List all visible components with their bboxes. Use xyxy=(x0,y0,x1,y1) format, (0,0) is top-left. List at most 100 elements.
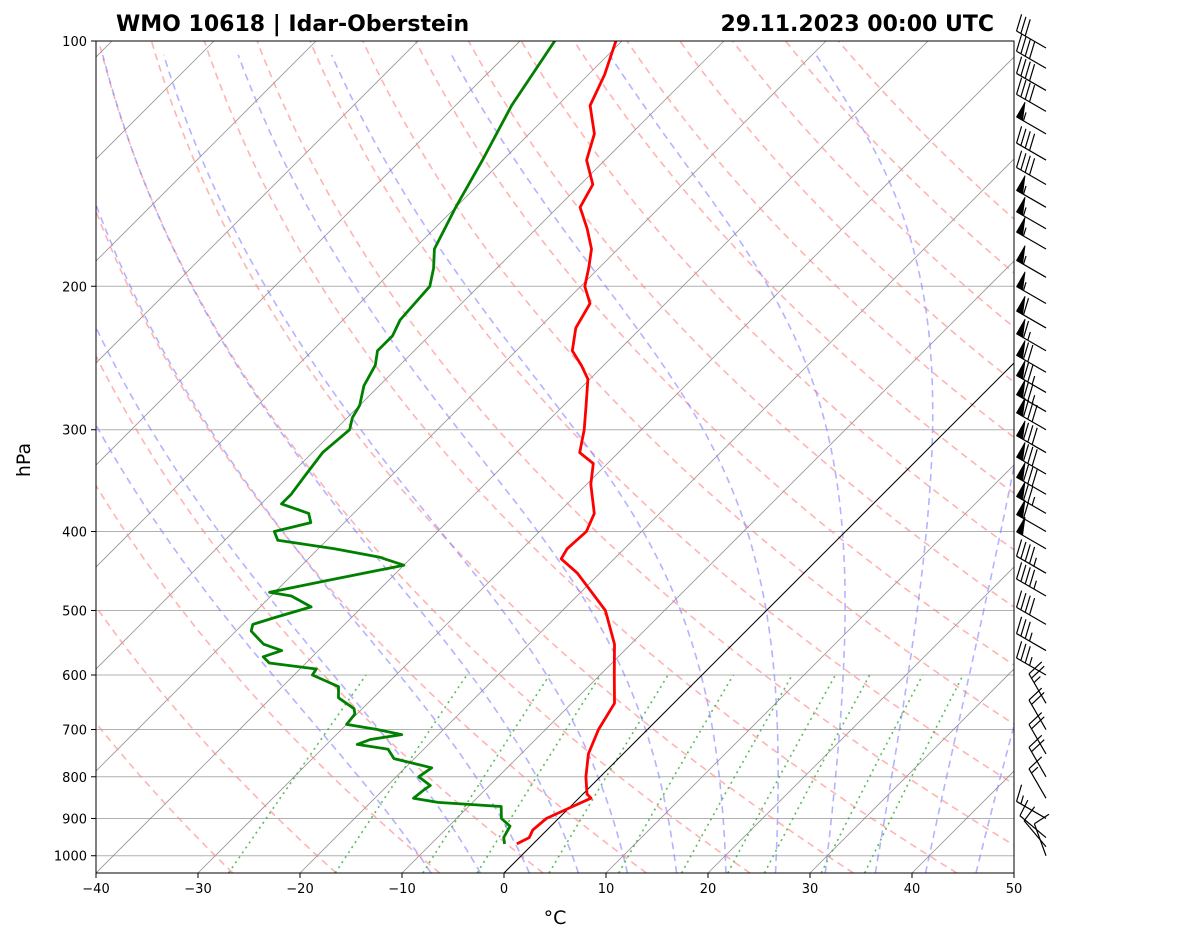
wind-barb-full xyxy=(1027,365,1034,383)
wind-barb-flag xyxy=(1016,462,1026,482)
y-tick-label: 100 xyxy=(62,35,87,50)
mixing-ratio-line xyxy=(820,674,924,873)
wind-barb-full xyxy=(1015,34,1023,52)
y-tick-label: 900 xyxy=(62,812,87,827)
wind-barb-full xyxy=(1022,422,1030,440)
wind-barb xyxy=(1016,379,1047,413)
wind-barb xyxy=(1016,360,1047,393)
wind-barb-full xyxy=(1028,84,1036,103)
wind-barb xyxy=(1015,34,1047,69)
wind-barb xyxy=(1015,126,1047,161)
y-tick-label: 1000 xyxy=(54,850,87,865)
mixing-ratio-line xyxy=(618,674,735,873)
wind-barb-full xyxy=(1022,342,1030,360)
wind-barb-full xyxy=(1027,344,1034,362)
isotherm-line xyxy=(401,260,1014,873)
wind-barb-full xyxy=(1024,567,1031,585)
wind-barb xyxy=(1016,101,1047,135)
wind-barb-full xyxy=(1020,153,1027,171)
wind-barb-full xyxy=(1028,41,1036,59)
wind-barb-full xyxy=(1022,444,1030,462)
wind-barb-full xyxy=(1031,739,1045,753)
isotherm-line xyxy=(197,56,1014,873)
wind-barb-full xyxy=(1031,449,1038,467)
wind-barb-full xyxy=(1015,616,1023,634)
wind-barb xyxy=(1016,516,1047,550)
dry-adiabat-line xyxy=(150,41,854,873)
wind-barb-flag xyxy=(1016,196,1026,216)
wind-barb-full xyxy=(1020,541,1027,559)
wind-barb-half xyxy=(1031,496,1036,506)
wind-barb-full xyxy=(1024,39,1031,57)
wind-barb xyxy=(1028,734,1047,778)
wind-barb-full xyxy=(1027,402,1034,420)
wind-barb-full xyxy=(1028,661,1043,675)
wind-barb-full xyxy=(1031,404,1038,422)
wind-barb xyxy=(1016,245,1047,278)
wind-barb xyxy=(1015,77,1047,112)
wind-barb-full xyxy=(1015,126,1023,144)
wind-barb-flag xyxy=(1016,397,1026,417)
y-tick-label: 200 xyxy=(62,280,87,295)
wind-barb-staff xyxy=(1016,72,1047,91)
wind-barb-full xyxy=(1034,813,1050,825)
mixing-ratio-line xyxy=(680,674,793,873)
wind-barb-full xyxy=(1015,641,1023,659)
background-lines xyxy=(96,41,1014,873)
wind-barb-full xyxy=(1015,56,1023,74)
wind-barb-full xyxy=(1028,158,1036,176)
sounding-profiles xyxy=(249,41,618,846)
dewpoint-profile-line xyxy=(249,41,556,845)
wind-barb-full xyxy=(1020,592,1027,611)
wind-barb-full xyxy=(1028,756,1043,770)
wind-barb-full xyxy=(1031,469,1038,487)
wind-barb-flag xyxy=(1016,442,1026,462)
y-tick-label: 800 xyxy=(62,771,87,786)
wind-barb-full xyxy=(1015,14,1023,32)
dry-adiabat-line xyxy=(96,208,647,873)
dry-adiabat-line xyxy=(679,41,1014,384)
wind-barb-staff xyxy=(1016,30,1047,49)
wind-barb-staff xyxy=(1016,142,1047,161)
wind-barb-full xyxy=(1028,734,1043,748)
x-tick-label: 0 xyxy=(500,882,508,897)
wind-barb-half xyxy=(1028,632,1033,642)
x-tick-label: 40 xyxy=(904,882,921,897)
mixing-ratio-line xyxy=(727,674,837,873)
y-tick-label: 600 xyxy=(62,669,87,684)
x-axis-ticks: −40 −30 −20 −10 0 10 20 30 40 50 xyxy=(82,873,1022,897)
wind-barb-full xyxy=(1031,665,1045,679)
wind-barb-flag xyxy=(1016,420,1026,440)
wind-barb-full xyxy=(1031,427,1038,445)
wind-barb-full xyxy=(1015,590,1023,608)
moist-adiabat-line xyxy=(608,54,846,873)
wind-barb-flag xyxy=(1016,499,1026,519)
wind-barb-full xyxy=(1019,799,1029,817)
wind-barb-full xyxy=(1031,716,1045,730)
wind-barb-full xyxy=(1023,806,1036,822)
chart-title-left: WMO 10618 | Idar-Oberstein xyxy=(116,12,469,37)
x-tick-label: 30 xyxy=(802,882,819,897)
wind-barb-full xyxy=(1024,19,1031,37)
wind-barb xyxy=(1015,641,1047,676)
wind-barb-full xyxy=(1028,64,1036,82)
wind-barb-full xyxy=(1027,384,1034,402)
wind-barb-full xyxy=(1024,544,1031,562)
zero-isotherm-line xyxy=(503,362,1014,873)
wind-barb-half xyxy=(1027,331,1031,341)
wind-barb-staff xyxy=(1016,657,1047,676)
wind-barb xyxy=(1016,296,1047,329)
y-tick-label: 500 xyxy=(62,604,87,619)
wind-barb xyxy=(1015,150,1047,185)
wind-barb-half xyxy=(1022,207,1027,216)
wind-barb xyxy=(1028,687,1047,730)
wind-barb-staff xyxy=(1028,699,1047,730)
wind-barb-full xyxy=(1024,155,1031,173)
mixing-ratio-line xyxy=(334,674,468,873)
moist-adiabat-line xyxy=(96,202,531,873)
wind-barb-flag xyxy=(1016,318,1026,338)
wind-barb xyxy=(1028,712,1047,755)
wind-barb-full xyxy=(1022,381,1030,399)
wind-barb-half xyxy=(1022,281,1027,291)
wind-barb-staff xyxy=(1016,555,1047,574)
